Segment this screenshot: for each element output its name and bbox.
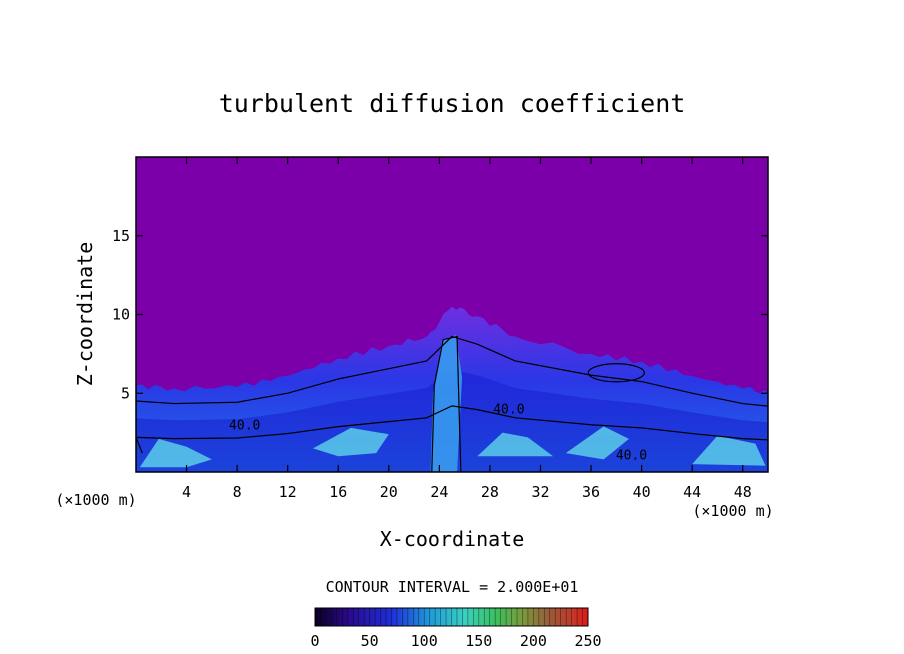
- contour-label: 40.0: [616, 448, 647, 463]
- contour-interval-note: CONTOUR INTERVAL = 2.000E+01: [326, 578, 579, 596]
- contour-line: [136, 405, 768, 454]
- colorbar-tick-label: 250: [574, 632, 601, 650]
- y-axis-label: Z-coordinate: [73, 242, 97, 387]
- chart-title: turbulent diffusion coefficient: [219, 89, 686, 118]
- contour-line: [587, 363, 645, 383]
- colorbar-tick-label: 50: [361, 632, 379, 650]
- y-tick-label: 15: [112, 227, 130, 245]
- x-tick-label: 32: [531, 483, 549, 501]
- x-tick-label: 24: [430, 483, 448, 501]
- x-unit-left: (×1000 m): [55, 491, 136, 509]
- contour-label: 40.0: [229, 418, 260, 433]
- x-tick-label: 40: [633, 483, 651, 501]
- x-tick-label: 44: [683, 483, 701, 501]
- x-tick-label: 48: [734, 483, 752, 501]
- contour-labels: 40.0 40.0 40.0: [229, 403, 647, 464]
- colorbar-stripes: [320, 608, 583, 626]
- plot-area: 40.0 40.0 40.0: [136, 157, 768, 472]
- high-coefficient-patches: [139, 426, 766, 468]
- updraft-core: [430, 334, 463, 472]
- contour-lines: [136, 335, 768, 472]
- x-unit-right: (×1000 m): [692, 502, 773, 520]
- contour-line: [136, 335, 768, 422]
- colorbar-tick-label: 100: [411, 632, 438, 650]
- y-axis-ticks: 5 10 15: [112, 227, 768, 402]
- x-tick-label: 8: [233, 483, 242, 501]
- x-tick-label: 12: [279, 483, 297, 501]
- colorbar-tick-label: 150: [465, 632, 492, 650]
- x-tick-label: 28: [481, 483, 499, 501]
- contour-line: [431, 335, 462, 472]
- contour-label: 40.0: [493, 403, 524, 418]
- colorbar-tick-label: 200: [520, 632, 547, 650]
- colorbar-tick-label: 0: [310, 632, 319, 650]
- x-tick-label: 20: [380, 483, 398, 501]
- x-axis-ticks: 4 8 12 16 20 24 28 32 36 40 44 48: [182, 157, 752, 501]
- y-tick-label: 5: [121, 384, 130, 402]
- x-tick-label: 16: [329, 483, 347, 501]
- x-axis-label: X-coordinate: [380, 527, 525, 551]
- y-tick-label: 10: [112, 306, 130, 324]
- colorbar-ticks: 0 50 100 150 200 250: [310, 632, 601, 650]
- x-tick-label: 4: [182, 483, 191, 501]
- x-tick-label: 36: [582, 483, 600, 501]
